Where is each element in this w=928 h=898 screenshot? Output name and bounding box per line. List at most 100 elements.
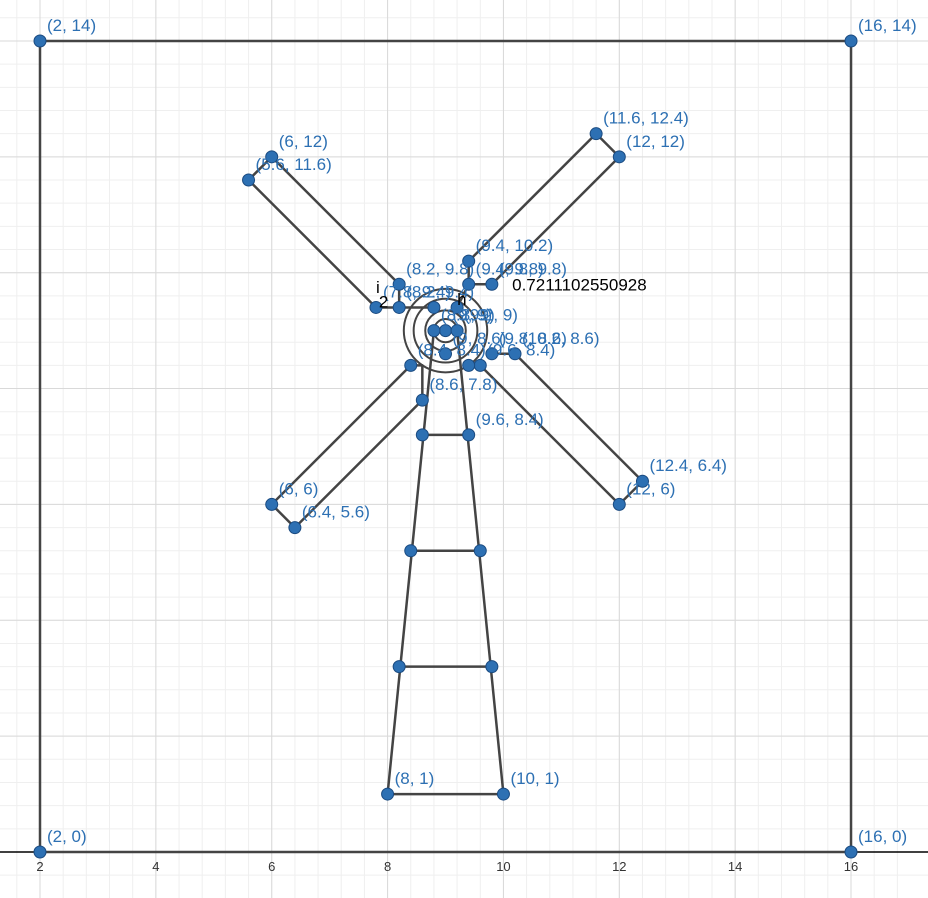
point-p18[interactable] bbox=[508, 347, 522, 361]
point-p38[interactable] bbox=[450, 300, 464, 314]
point-label-p11: (9.4, 9.8) bbox=[476, 259, 544, 278]
point-label-p34: (8, 1) bbox=[395, 769, 435, 788]
point-p11[interactable] bbox=[462, 277, 476, 291]
segment bbox=[293, 398, 424, 529]
point-label-p14: (8.2, 9.4) bbox=[406, 282, 474, 301]
point-label-p23: (9.6, 8.4) bbox=[487, 340, 555, 359]
segment bbox=[513, 352, 644, 483]
point-p16[interactable] bbox=[485, 347, 499, 361]
point-label-p7: (11.6, 12.4) bbox=[603, 109, 689, 128]
point-labels: (2, 14) (16, 14) (2, 0) (16, 0) (6, 12) (5.6,… bbox=[47, 16, 917, 846]
point-label-p1: (2, 14) bbox=[47, 16, 96, 35]
point-p17[interactable] bbox=[450, 324, 464, 338]
point-label-p10: (8.2, 9.8) bbox=[406, 259, 474, 278]
point-label-p26: (6, 6) bbox=[279, 479, 319, 498]
point-label-p12: (9.8, 9.8) bbox=[499, 259, 567, 278]
point-p30[interactable] bbox=[404, 544, 418, 558]
point-p27[interactable] bbox=[288, 521, 302, 535]
point-label-p19: (8.8, 9) bbox=[441, 306, 495, 325]
point-p25[interactable] bbox=[462, 428, 476, 442]
segment bbox=[490, 375, 621, 506]
point-label-p35: (10, 1) bbox=[510, 769, 559, 788]
point-label-p16: (9.8, 8.6) bbox=[499, 329, 567, 348]
point-label-p2: (16, 14) bbox=[858, 16, 917, 35]
windmill-segments bbox=[38, 39, 853, 854]
point-p21[interactable] bbox=[415, 393, 429, 407]
segment bbox=[455, 329, 505, 796]
point-label-p15: (9, 9) bbox=[453, 306, 493, 325]
segment bbox=[467, 132, 598, 263]
x-tick-label: 10 bbox=[496, 859, 510, 874]
point-p37[interactable] bbox=[462, 358, 476, 372]
point-p7[interactable] bbox=[589, 127, 603, 141]
point-label-p27: (6.4, 5.6) bbox=[302, 503, 370, 522]
point-p15[interactable] bbox=[439, 324, 453, 338]
point-p9[interactable] bbox=[462, 254, 476, 268]
x-tick-label: 16 bbox=[844, 859, 858, 874]
point-p28[interactable] bbox=[635, 474, 649, 488]
windmill-points bbox=[33, 34, 858, 859]
point-p14[interactable] bbox=[392, 300, 406, 314]
point-p32[interactable] bbox=[392, 660, 406, 674]
point-p1[interactable] bbox=[33, 34, 47, 48]
point-p3[interactable] bbox=[33, 845, 47, 859]
point-p34[interactable] bbox=[381, 787, 395, 801]
segment bbox=[270, 155, 401, 286]
point-label-p5: (6, 12) bbox=[279, 132, 328, 151]
point-p24[interactable] bbox=[415, 428, 429, 442]
misc-labels: 0.7211102550928 i2 h bbox=[376, 275, 647, 311]
point-p26[interactable] bbox=[265, 497, 279, 511]
x-tick-label: 14 bbox=[728, 859, 742, 874]
x-tick-label: 8 bbox=[384, 859, 391, 874]
segment bbox=[247, 178, 378, 309]
point-label-p20: (8.4, 8.4) bbox=[418, 340, 486, 359]
point-label-p6: (5.6, 11.6) bbox=[256, 155, 332, 174]
point-p33[interactable] bbox=[485, 660, 499, 674]
point-p10[interactable] bbox=[392, 277, 406, 291]
point-label-p9: (9.4, 10.2) bbox=[476, 236, 554, 255]
point-label-p13: (7.8, 9.4) bbox=[383, 282, 451, 301]
point-label-p28: (12.4, 6.4) bbox=[649, 456, 727, 475]
point-label-p3: (2, 0) bbox=[47, 827, 87, 846]
point-label-p18: (10.2, 8.6) bbox=[522, 329, 600, 348]
segment bbox=[490, 155, 621, 286]
point-p8[interactable] bbox=[612, 150, 626, 164]
point-p2[interactable] bbox=[844, 34, 858, 48]
point-p4[interactable] bbox=[844, 845, 858, 859]
point-p20[interactable] bbox=[404, 358, 418, 372]
point-label-p29: (12, 6) bbox=[626, 479, 675, 498]
misc-label: 0.7211102550928 bbox=[512, 275, 647, 294]
point-label-p22: (9, 8.6) bbox=[453, 329, 507, 348]
point-p13[interactable] bbox=[369, 300, 383, 314]
point-p29[interactable] bbox=[612, 497, 626, 511]
point-label-p21: (8.6, 7.8) bbox=[429, 375, 497, 394]
x-tick-label: 6 bbox=[268, 859, 275, 874]
point-p19[interactable] bbox=[427, 324, 441, 338]
point-p36[interactable] bbox=[427, 300, 441, 314]
hub-circle bbox=[412, 297, 479, 364]
point-p5[interactable] bbox=[265, 150, 279, 164]
segment bbox=[386, 329, 436, 796]
point-p31[interactable] bbox=[473, 544, 487, 558]
point-p23[interactable] bbox=[473, 358, 487, 372]
point-p6[interactable] bbox=[242, 173, 256, 187]
point-label-p4: (16, 0) bbox=[858, 827, 907, 846]
misc-label: 2 bbox=[379, 293, 388, 312]
point-label-p8: (12, 12) bbox=[626, 132, 685, 151]
point-label-p25: (9.6, 8.4) bbox=[476, 410, 544, 429]
x-tick-label: 12 bbox=[612, 859, 626, 874]
point-p22[interactable] bbox=[439, 347, 453, 361]
point-label-p17: (9.2, 9) bbox=[464, 306, 518, 325]
point-p35[interactable] bbox=[496, 787, 510, 801]
misc-label: h bbox=[457, 290, 466, 309]
hub-circle bbox=[402, 287, 489, 374]
x-tick-label: 2 bbox=[36, 859, 43, 874]
misc-label: i bbox=[376, 278, 380, 297]
x-tick-label: 4 bbox=[152, 859, 159, 874]
point-p12[interactable] bbox=[485, 277, 499, 291]
x-axis-tick-labels: 2 4 6 8 10 12 14 16 bbox=[36, 859, 858, 874]
segment bbox=[270, 364, 413, 506]
